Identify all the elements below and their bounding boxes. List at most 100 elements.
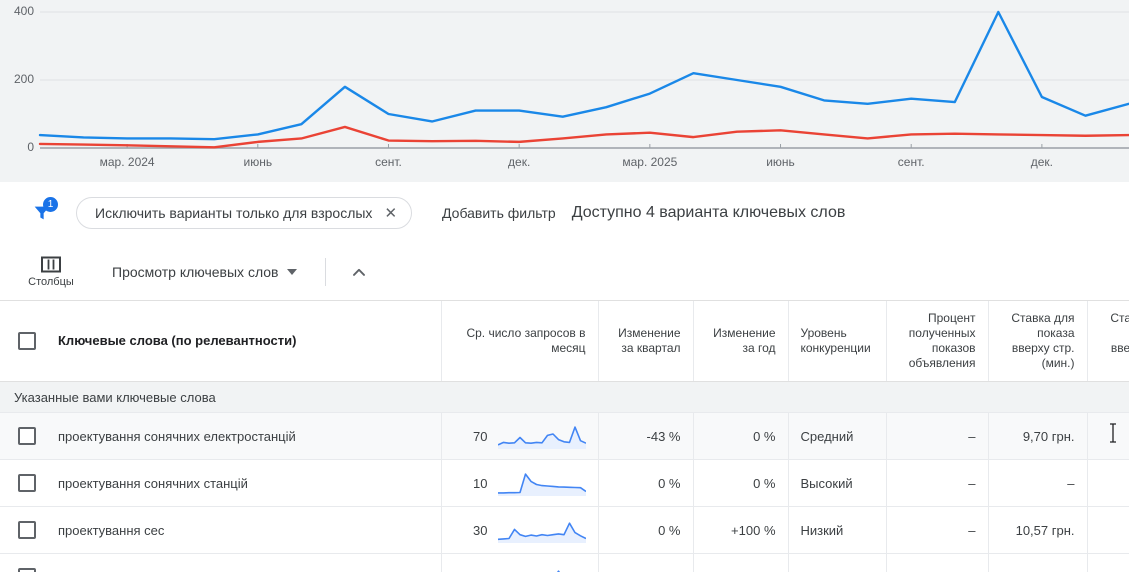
columns-icon — [41, 256, 61, 273]
chart-x-tick-label: мар. 2024 — [99, 155, 155, 169]
chart-svg — [0, 0, 1129, 182]
row-checkbox[interactable] — [18, 427, 36, 445]
table-row[interactable]: проектування сес 30 0 % +100 % Низкий –10,57 … — [0, 506, 1129, 554]
table-header-row: Ключевые слова (по релевантности) Ср. чи… — [0, 301, 1129, 382]
chart-x-tick-label: июнь — [243, 155, 273, 169]
row-checkbox[interactable] — [18, 474, 36, 492]
keyword-text: проектування сонячних електростанцій — [58, 428, 296, 444]
cell-competition: Низкий — [788, 553, 887, 572]
column-header-change-year[interactable]: Изменение за год — [693, 301, 789, 382]
table-group-label: Указанные вами ключевые слова — [0, 381, 1129, 413]
keyword-text: проектування сес — [58, 522, 165, 538]
cell-change-year: +100 % — [693, 506, 789, 554]
chart-series-red — [38, 125, 1129, 149]
search-volume-value: 30 — [473, 522, 488, 538]
chart-x-tick-label: сент. — [897, 155, 925, 169]
chart-gridlines — [40, 11, 1129, 81]
columns-button-label: Столбцы — [28, 276, 74, 288]
search-volume-sparkline — [497, 522, 586, 543]
search-volume-sparkline — [497, 473, 586, 496]
available-variants-note: Доступно 4 варианта ключевых слов — [571, 204, 846, 221]
search-volume-value: 70 — [473, 428, 488, 444]
column-header-impression-share[interactable]: Процент полученных показов объявления — [886, 301, 989, 382]
keyword-text: проектування сонячних станцій — [58, 475, 248, 491]
cell-change-quarter: -43 % — [598, 412, 694, 460]
cell-avg-monthly-searches: 30 — [441, 506, 599, 554]
table-row[interactable]: проектування сонячних станцій 10 0 % 0 % Выс… — [0, 459, 1129, 507]
chevron-up-icon — [352, 268, 365, 276]
cell-keyword: проектування сонячних електростанцій — [0, 412, 442, 460]
column-header-competition[interactable]: Уровень конкуренции — [788, 301, 887, 382]
keyword-table: Ключевые слова (по релевантности) Ср. чи… — [0, 301, 1129, 572]
cell-bid-max: 28,8 — [1087, 412, 1129, 460]
search-volume-chart: 0 200 400 мар. 2024 июнь сент. дек. мар. 2025 и… — [0, 0, 1129, 182]
search-volume-sparkline — [497, 426, 586, 449]
column-header-bid-min[interactable]: Ставка для показа вверху стр. (мин.) — [988, 301, 1088, 382]
row-checkbox[interactable] — [18, 521, 36, 539]
keyword-view-select-label: Просмотр ключевых слов — [112, 264, 279, 280]
cell-impression-share: – — [886, 506, 989, 554]
cell-avg-monthly-searches: 70 — [441, 412, 599, 460]
table-body: Указанные вами ключевые слова проектуван… — [0, 381, 1129, 572]
columns-button[interactable]: Столбцы — [22, 256, 80, 288]
chevron-down-icon — [286, 269, 297, 275]
cell-avg-monthly-searches: 20 — [441, 553, 599, 572]
search-volume-value: 10 — [473, 475, 488, 491]
column-header-change-quarter[interactable]: Изменение за квартал — [598, 301, 694, 382]
search-volume-value: 20 — [473, 570, 487, 572]
cell-impression-share: – — [886, 553, 989, 572]
column-header-keyword[interactable]: Ключевые слова (по релевантности) — [0, 301, 442, 382]
cell-bid-min: 8,63 грн. — [988, 553, 1088, 572]
cell-change-year: 0 % — [693, 459, 789, 507]
cell-impression-share: – — [886, 459, 989, 507]
toolbar-divider — [324, 258, 326, 286]
chart-x-tick-label: сент. — [375, 155, 402, 169]
chart-x-tick-label: дек. — [1030, 155, 1054, 169]
cell-change-year: 0 % — [693, 412, 789, 460]
filter-count-badge: 1 — [43, 197, 58, 212]
cell-impression-share: – — [886, 412, 989, 460]
keyword-text: проект сес — [58, 570, 122, 572]
filter-bar: 1 Исключить варианты только для взрослых… — [0, 182, 1129, 244]
cell-change-quarter: 0 % — [598, 459, 694, 507]
cell-change-quarter: 0 % — [598, 553, 694, 572]
cell-bid-max: 22,4 — [1087, 553, 1129, 572]
chart-x-tick-label: мар. 2025 — [622, 155, 678, 169]
row-checkbox[interactable] — [18, 568, 36, 572]
column-header-avg-monthly-searches[interactable]: Ср. число запросов в месяц — [441, 301, 599, 382]
table-row[interactable]: проект сес200 %0 %Низкий–8,63 грн.22,4 — [0, 553, 1129, 572]
chart-y-tick-200: 200 — [13, 72, 34, 86]
cell-change-quarter: 0 % — [598, 506, 694, 554]
table-group-row: Указанные вами ключевые слова — [0, 381, 1129, 413]
collapse-chart-button[interactable] — [348, 261, 370, 283]
cell-change-year: 0 % — [693, 553, 789, 572]
filter-chip-label: Исключить варианты только для взрослых — [95, 205, 373, 221]
filter-icon-button[interactable]: 1 — [22, 193, 62, 233]
cell-keyword: проект сес — [0, 553, 442, 572]
chart-series-blue — [38, 10, 1129, 141]
table-toolbar: Столбцы Просмотр ключевых слов — [0, 244, 1129, 300]
cell-avg-monthly-searches: 10 — [441, 459, 599, 507]
cell-bid-max: 25,5 — [1087, 506, 1129, 554]
cell-competition: Высокий — [788, 459, 887, 507]
column-header-bid-max[interactable]: Ставка для показа вверху стр. (макс.) — [1087, 301, 1129, 382]
close-icon[interactable]: ✕ — [384, 204, 398, 222]
cell-competition: Низкий — [788, 506, 887, 554]
filter-chip-adult-exclusion[interactable]: Исключить варианты только для взрослых ✕ — [76, 197, 413, 229]
cell-bid-max — [1087, 459, 1129, 507]
cell-keyword: проектування сонячних станцій — [0, 459, 442, 507]
add-filter-button[interactable]: Добавить фильтр — [442, 205, 556, 221]
cell-bid-min: – — [988, 459, 1088, 507]
search-volume-sparkline — [556, 570, 560, 572]
chart-x-tick-label: июнь — [766, 155, 795, 169]
cell-bid-min: 10,57 грн. — [988, 506, 1088, 554]
chart-y-tick-400: 400 — [13, 4, 34, 18]
chart-y-tick-0: 0 — [27, 140, 34, 154]
keyword-view-select[interactable]: Просмотр ключевых слов — [112, 264, 297, 280]
select-all-checkbox[interactable] — [18, 332, 36, 350]
table-row[interactable]: проектування сонячних електростанцій 70 -4… — [0, 412, 1129, 460]
chart-x-tick-label: дек. — [508, 155, 531, 169]
keyword-table-container: Ключевые слова (по релевантности) Ср. чи… — [0, 300, 1129, 572]
chart-plot — [0, 0, 1129, 182]
